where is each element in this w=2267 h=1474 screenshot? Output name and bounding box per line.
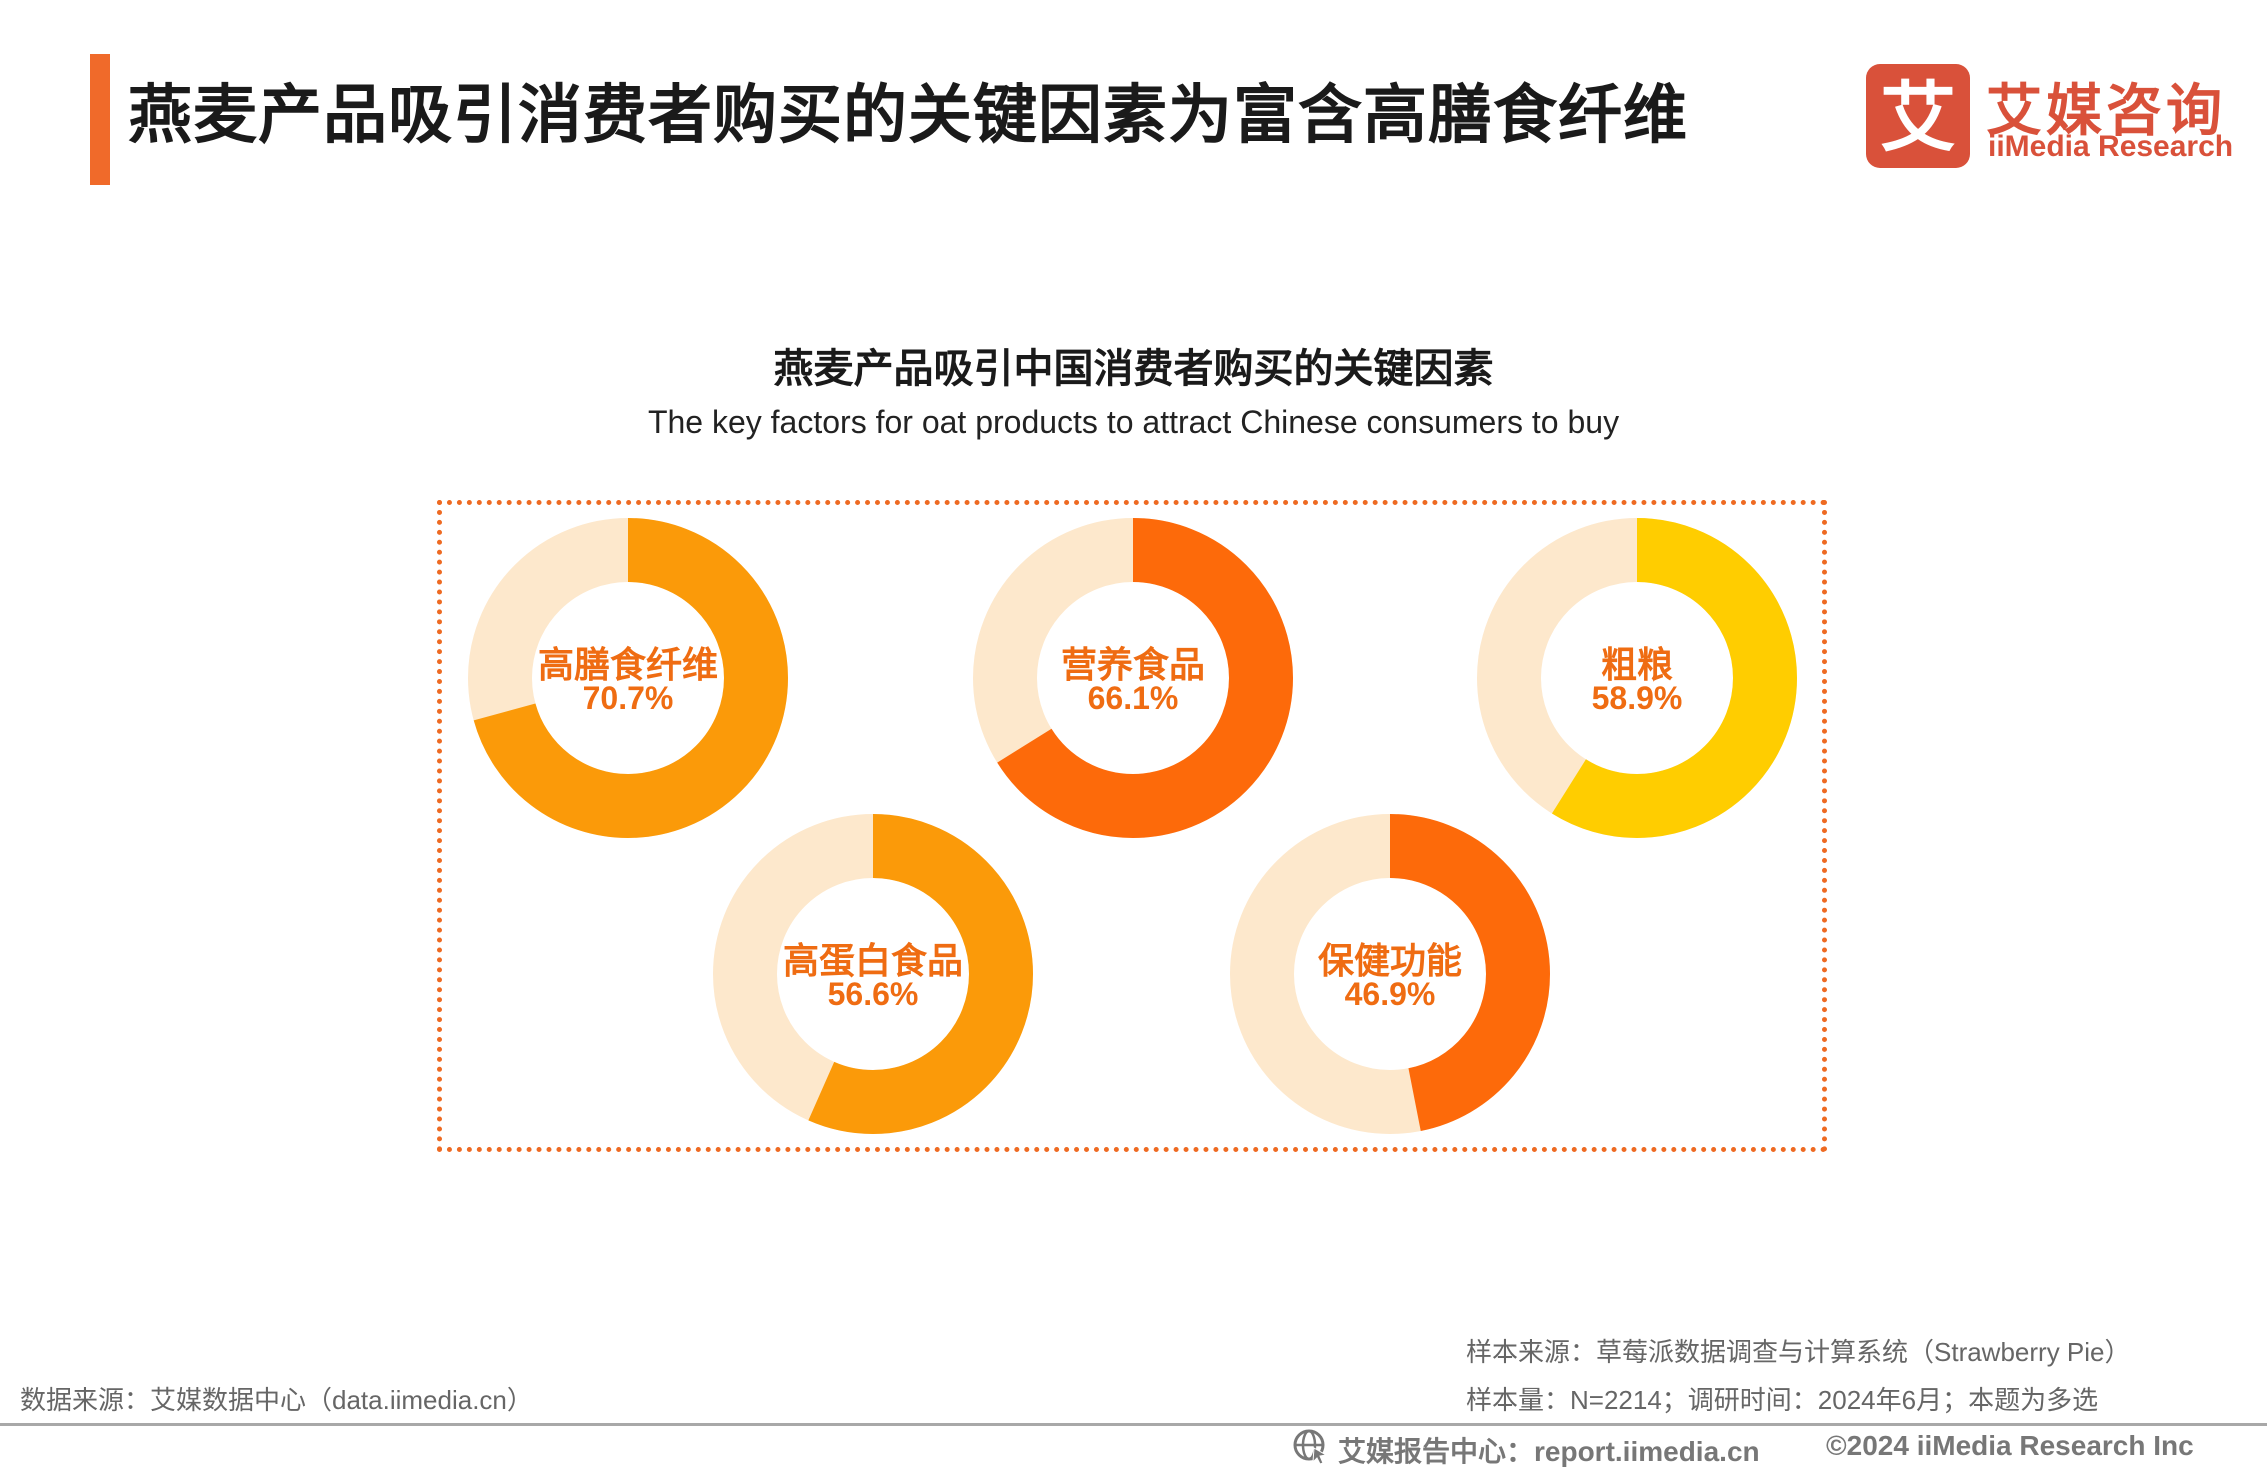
donut-value: 70.7% (582, 680, 674, 716)
donut-chart-svg (1477, 518, 1797, 838)
title-accent-bar (90, 54, 110, 185)
donut-label: 保健功能 (1317, 940, 1462, 981)
chart-subtitle: The key factors for oat products to attr… (647, 404, 1620, 440)
sample-info-note: 样本量：N=2214；调研时间：2024年6月；本题为多选 (1466, 1385, 2099, 1415)
sample-source-note: 样本来源：草莓派数据调查与计算系统（Strawberry Pie） (1466, 1337, 2131, 1367)
donut-label: 粗粮 (1600, 644, 1673, 685)
donut-high-protein: 高蛋白食品 56.6% (713, 814, 1033, 1134)
donut-chart-svg (1230, 814, 1550, 1134)
report-center-link[interactable]: 艾媒报告中心：report.iimedia.cn (1338, 1436, 1760, 1467)
donut-value-arc (973, 518, 1293, 838)
footer-divider (0, 1423, 2267, 1426)
logo-glyph: 艾 (1880, 73, 1956, 162)
iimedia-logo-icon: 艾 (1866, 64, 1970, 168)
chart-title: 燕麦产品吸引中国消费者购买的关键因素 (773, 347, 1494, 391)
donut-label: 高膳食纤维 (537, 644, 718, 685)
globe-cursor-icon (1293, 1429, 1328, 1465)
donut-chart-svg (468, 518, 788, 838)
donut-chart-svg (973, 518, 1293, 838)
donut-label: 高蛋白食品 (782, 940, 963, 981)
donut-nutrition-food: 营养食品 66.1% (973, 518, 1293, 838)
logo-name-cn: 艾媒咨询 (1986, 79, 2226, 142)
data-source-note: 数据来源：艾媒数据中心（data.iimedia.cn） (20, 1385, 533, 1415)
donut-label: 营养食品 (1060, 644, 1205, 685)
donut-value-arc (713, 814, 1033, 1134)
donut-health-function: 保健功能 46.9% (1230, 814, 1550, 1134)
donut-value-arc (1477, 518, 1797, 838)
donut-value-arc (1230, 814, 1550, 1134)
donut-value: 66.1% (1087, 680, 1179, 716)
page-title: 燕麦产品吸引消费者购买的关键因素为富含高膳食纤维 (128, 79, 1688, 151)
donut-coarse-grain: 粗粮 58.9% (1477, 518, 1797, 838)
donut-value: 46.9% (1344, 976, 1436, 1012)
donut-value: 56.6% (827, 976, 919, 1012)
donut-value: 58.9% (1591, 680, 1683, 716)
logo-name-en: iiMedia Research (1988, 130, 2234, 163)
chart-frame (437, 500, 1827, 1152)
copyright-text: ©2024 iiMedia Research Inc (1826, 1430, 2194, 1461)
donut-chart-svg (713, 814, 1033, 1134)
donut-value-arc (468, 518, 788, 838)
donut-high-fiber: 高膳食纤维 70.7% (468, 518, 788, 838)
